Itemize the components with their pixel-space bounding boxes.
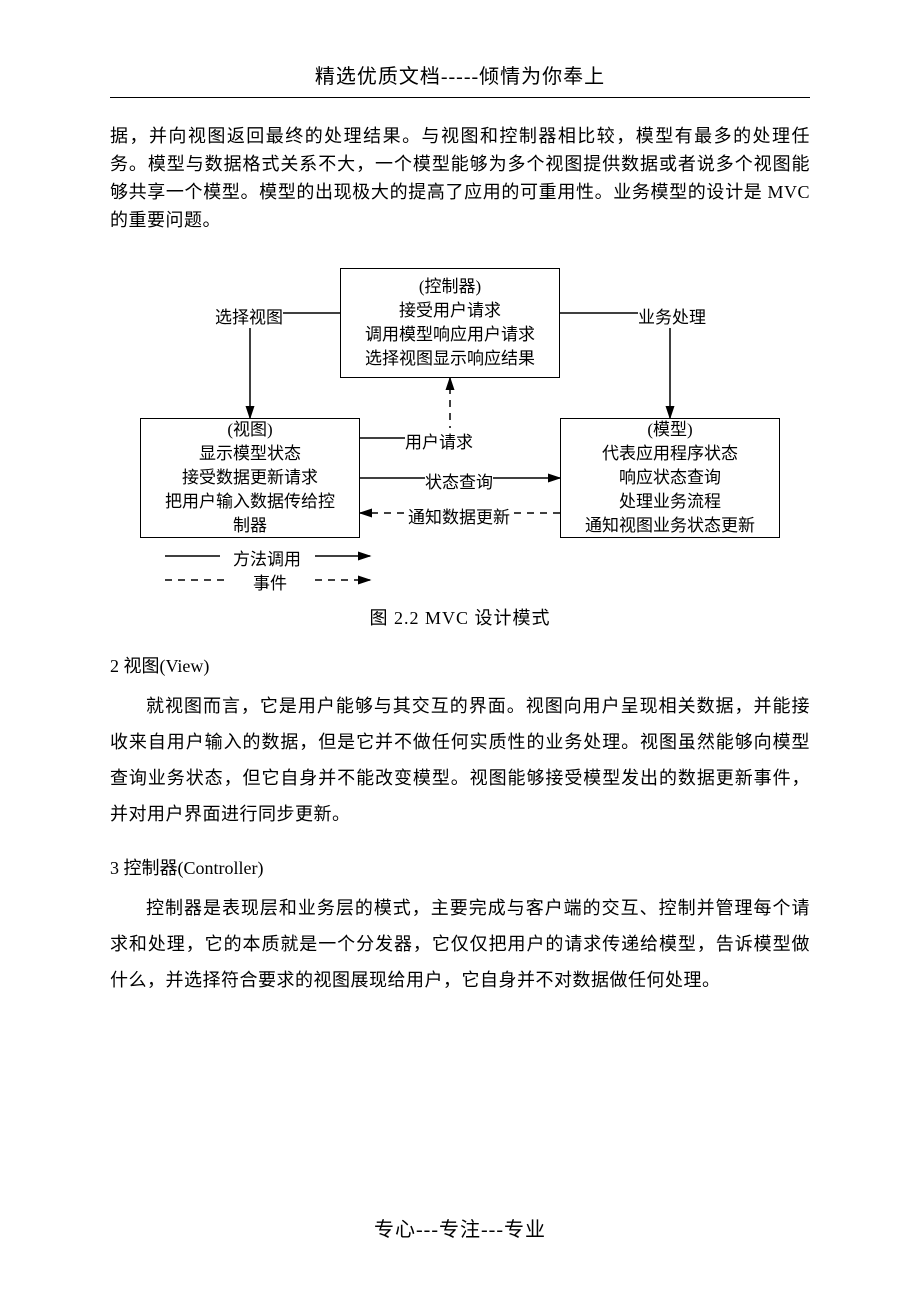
section-2-title: 2 视图(View) [110,652,810,678]
view-box: (视图)显示模型状态接受数据更新请求把用户输入数据传给控制器 [140,418,360,538]
diagram-caption: 图 2.2 MVC 设计模式 [110,604,810,630]
label-select-view: 选择视图 [215,303,283,328]
controller-box: (控制器)接受用户请求调用模型响应用户请求选择视图显示响应结果 [340,268,560,378]
page-footer: 专心---专注---专业 [0,1213,920,1242]
page-header: 精选优质文档-----倾情为你奉上 [110,60,810,98]
page: 精选优质文档-----倾情为你奉上 据，并向视图返回最终的处理结果。与视图和控制… [0,0,920,998]
label-notify-update: 通知数据更新 [408,503,510,528]
label-user-request: 用户请求 [405,428,473,453]
section-3-title: 3 控制器(Controller) [110,854,810,880]
mvc-diagram: (控制器)接受用户请求调用模型响应用户请求选择视图显示响应结果 (视图)显示模型状… [110,258,810,598]
section-2-body: 就视图而言，它是用户能够与其交互的界面。视图向用户呈现相关数据，并能接收来自用户… [110,688,810,832]
label-business: 业务处理 [638,303,706,328]
intro-paragraph: 据，并向视图返回最终的处理结果。与视图和控制器相比较，模型有最多的处理任务。模型… [110,122,810,234]
legend-method-call: 方法调用 [233,545,301,570]
model-box: (模型)代表应用程序状态响应状态查询处理业务流程通知视图业务状态更新 [560,418,780,538]
legend-event: 事件 [253,569,287,594]
section-3-body: 控制器是表现层和业务层的模式，主要完成与客户端的交互、控制并管理每个请求和处理，… [110,890,810,998]
label-state-query: 状态查询 [425,468,493,493]
